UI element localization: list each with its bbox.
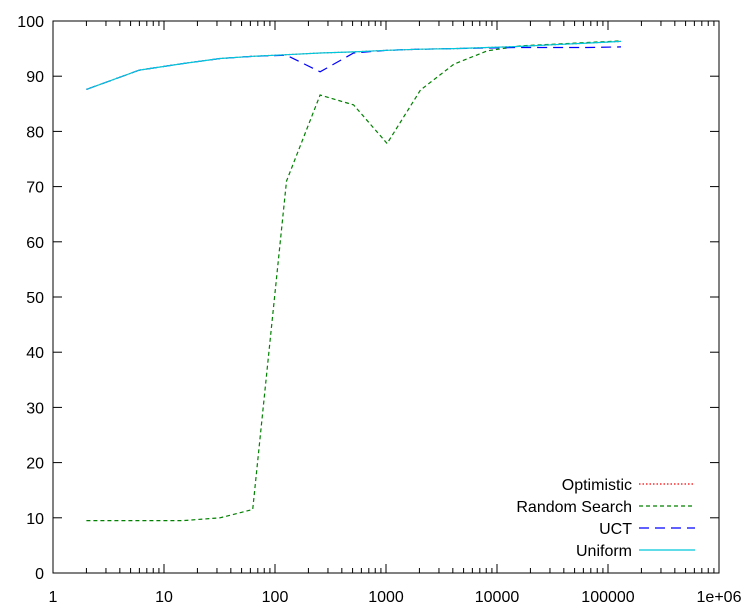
series-line-random-search bbox=[86, 40, 622, 522]
y-tick-label: 20 bbox=[26, 456, 44, 473]
series-layer bbox=[86, 40, 622, 522]
x-tick-label: 10 bbox=[155, 589, 173, 605]
legend-label-random-search: Random Search bbox=[516, 499, 632, 516]
x-tick-label: 1 bbox=[49, 589, 58, 605]
y-tick-label: 90 bbox=[26, 69, 44, 86]
y-tick-label: 80 bbox=[26, 124, 44, 141]
x-tick-label: 100 bbox=[262, 589, 289, 605]
legend: Optimistic Random Search UCT Uniform bbox=[516, 477, 695, 560]
x-tick-label: 100000 bbox=[581, 589, 634, 605]
y-tick-label: 100 bbox=[17, 14, 44, 31]
y-tick-label: 10 bbox=[26, 511, 44, 528]
y-tick-label: 30 bbox=[26, 400, 44, 417]
y-tick-label: 50 bbox=[26, 290, 44, 307]
series-line-optimistic bbox=[86, 40, 622, 90]
series-line-uct bbox=[86, 46, 622, 90]
series-line-uniform bbox=[86, 40, 622, 90]
y-tick-label: 40 bbox=[26, 345, 44, 362]
y-tick-label: 0 bbox=[35, 566, 44, 583]
x-tick-label: 1000 bbox=[368, 589, 404, 605]
legend-label-uct: UCT bbox=[599, 521, 632, 538]
y-tick-label: 60 bbox=[26, 235, 44, 252]
x-tick-label: 10000 bbox=[475, 589, 520, 605]
y-tick-label: 70 bbox=[26, 180, 44, 197]
x-tick-label: 1e+06 bbox=[697, 589, 742, 605]
legend-label-optimistic: Optimistic bbox=[562, 477, 632, 494]
legend-label-uniform: Uniform bbox=[576, 543, 632, 560]
